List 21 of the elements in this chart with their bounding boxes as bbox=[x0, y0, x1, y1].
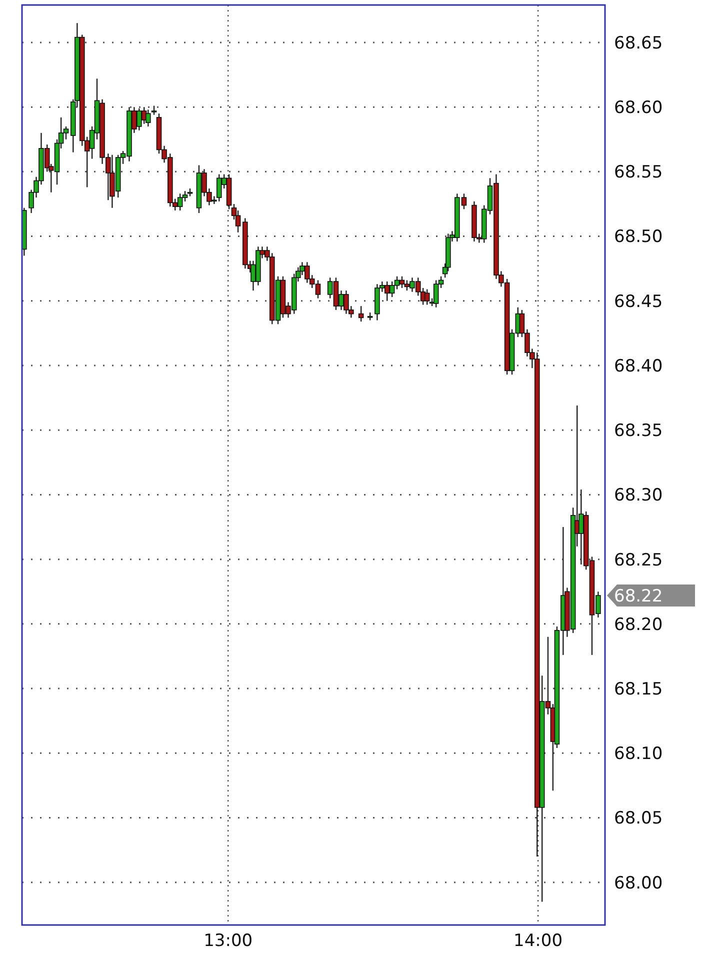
y-tick-label: 68.55 bbox=[614, 162, 663, 183]
y-tick-label: 68.25 bbox=[614, 550, 663, 570]
candlestick bbox=[358, 305, 364, 322]
x-tick-label: 13:00 bbox=[204, 931, 253, 951]
candlestick bbox=[145, 109, 151, 128]
y-tick-label: 68.15 bbox=[614, 679, 663, 700]
y-tick-label: 68.10 bbox=[614, 744, 663, 764]
y-tick-label: 68.65 bbox=[614, 33, 663, 54]
y-tick-label: 68.50 bbox=[614, 227, 663, 248]
y-tick-label: 68.05 bbox=[614, 808, 663, 829]
text: 68.22 bbox=[614, 586, 663, 606]
y-tick-label: 68.60 bbox=[614, 98, 663, 118]
y-tick-label: 68.20 bbox=[614, 614, 663, 635]
candlestick bbox=[151, 105, 157, 116]
y-tick-label: 68.35 bbox=[614, 421, 663, 442]
y-tick-label: 68.30 bbox=[614, 486, 663, 506]
candlestick bbox=[424, 288, 430, 306]
y-tick-label: 68.40 bbox=[614, 356, 663, 376]
x-tick-label: 14:00 bbox=[514, 931, 563, 951]
y-tick-label: 68.00 bbox=[614, 873, 663, 894]
y-tick-label: 68.45 bbox=[614, 292, 663, 312]
